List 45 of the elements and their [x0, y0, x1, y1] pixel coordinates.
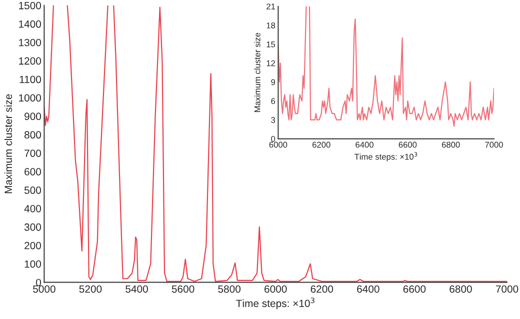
x-tick-label: 6600 [398, 142, 417, 148]
x-tick-label: 7000 [485, 142, 503, 148]
y-tick-label: 21 [266, 4, 276, 10]
y-tick-label: 9 [271, 79, 276, 86]
y-tick-label: 400 [24, 204, 42, 212]
y-tick-label: 1100 [20, 76, 42, 84]
y-tick-label: 900 [24, 112, 42, 120]
x-tick-label: 6600 [403, 285, 426, 293]
x-tick-label: 6200 [310, 285, 334, 293]
y-tick-label: 12 [266, 60, 276, 66]
x-tick-label: 5800 [218, 285, 240, 293]
x-tick-label: 7000 [496, 285, 518, 293]
y-tick-label: 600 [24, 168, 42, 176]
x-tick-label: 6400 [356, 142, 374, 148]
x-tick-label: 5400 [126, 285, 148, 293]
x-axis-title: Time steps: ×10$^{3}$ [236, 298, 314, 310]
y-axis-title: Maximum cluster size [4, 94, 12, 194]
y-tick-label: 800 [24, 131, 42, 139]
y-tick-label: 1300 [19, 38, 42, 46]
y-tick-label: 1200 [19, 57, 42, 65]
y-tick-label: 1000 [19, 94, 42, 102]
y-tick-label: 300 [24, 223, 42, 231]
y-tick-label: 0 [36, 278, 42, 286]
x-tick-label: 6800 [442, 142, 460, 148]
x-tick-label: 5000 [33, 285, 56, 293]
y-tick-label: 15 [266, 41, 276, 48]
x-tick-label: 5200 [79, 285, 102, 293]
x-tick-label: 6200 [312, 142, 330, 148]
y-tick-label: 200 [24, 242, 42, 250]
x-tick-label: 5600 [172, 285, 194, 293]
y-tick-label: 700 [24, 150, 42, 157]
y-tick-label: 18 [266, 22, 276, 28]
y-tick-label: 3 [271, 117, 276, 123]
y-tick-label: 0 [271, 136, 276, 142]
y-axis-title: Maximum cluster size [254, 32, 260, 112]
x-tick-label: 6000 [264, 285, 287, 293]
y-tick-label: 500 [24, 186, 42, 194]
x-tick-label: 6400 [357, 285, 380, 293]
y-tick-label: 6 [271, 98, 276, 104]
x-axis-title: Time steps: ×10$^{3}$ [354, 152, 418, 162]
x-tick-label: 6000 [269, 142, 288, 148]
y-tick-label: 1400 [19, 20, 42, 28]
y-tick-label: 100 [24, 260, 42, 268]
y-tick-label: 1500 [19, 2, 42, 10]
x-tick-label: 6800 [450, 285, 472, 293]
